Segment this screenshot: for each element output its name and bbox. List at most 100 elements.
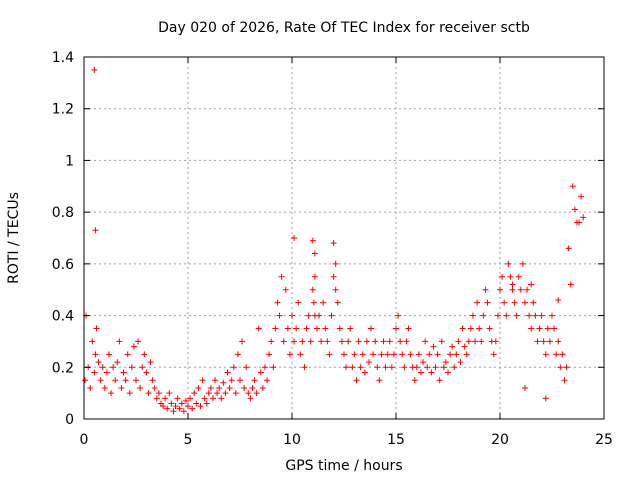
data-point <box>189 405 196 412</box>
data-point <box>399 351 406 358</box>
data-point <box>216 384 223 391</box>
data-point <box>341 351 347 358</box>
data-point <box>237 377 243 384</box>
data-point <box>253 390 260 397</box>
data-point <box>122 377 129 384</box>
data-point <box>224 369 231 376</box>
data-point <box>382 364 389 371</box>
data-point <box>249 384 256 391</box>
data-point <box>139 364 146 371</box>
data-point <box>424 364 431 371</box>
data-point <box>205 390 212 397</box>
data-point <box>170 408 177 415</box>
data-point <box>555 338 562 345</box>
chart-title: Day 020 of 2026, Rate Of TEC Index for r… <box>158 20 530 36</box>
data-point <box>486 325 493 332</box>
data-point <box>174 395 181 402</box>
data-point <box>291 338 298 345</box>
data-point <box>546 338 553 345</box>
plot-frame <box>83 56 605 420</box>
data-point <box>201 395 208 402</box>
data-point <box>128 364 135 371</box>
data-point <box>442 359 449 366</box>
data-point <box>220 379 227 386</box>
y-tick-label: 0.6 <box>52 257 74 273</box>
data-point <box>141 351 148 358</box>
data-point <box>532 312 539 319</box>
data-point <box>461 343 468 350</box>
data-point <box>153 395 160 402</box>
data-point <box>264 377 271 384</box>
data-point <box>517 286 524 293</box>
data-point <box>180 408 187 415</box>
data-point <box>478 338 485 345</box>
data-point <box>145 390 152 397</box>
data-point <box>513 312 520 319</box>
grid-lines <box>84 57 604 419</box>
data-point <box>401 364 408 371</box>
data-point <box>347 325 354 332</box>
data-point <box>505 260 512 267</box>
data-point <box>92 351 99 358</box>
data-point <box>209 395 216 402</box>
data-point <box>563 364 570 371</box>
data-point <box>155 390 162 397</box>
data-point <box>301 364 308 371</box>
x-tick-label: 10 <box>283 432 301 448</box>
data-point <box>193 400 200 407</box>
data-point <box>538 312 545 319</box>
data-point <box>103 369 110 376</box>
data-point <box>299 338 306 345</box>
data-point <box>453 351 460 358</box>
data-point <box>551 325 558 332</box>
data-point <box>133 377 139 384</box>
data-point <box>247 395 254 402</box>
data-points <box>82 67 587 415</box>
y-tick-label: 1.4 <box>52 50 74 66</box>
data-point <box>361 369 368 376</box>
data-point <box>168 400 175 407</box>
data-point <box>322 325 329 332</box>
data-point <box>384 351 391 358</box>
data-point <box>330 240 337 247</box>
data-point <box>338 338 345 345</box>
data-point <box>521 299 528 306</box>
data-point <box>199 377 206 384</box>
data-point <box>492 338 499 345</box>
data-point <box>457 359 464 366</box>
data-point <box>261 364 268 371</box>
data-point <box>567 281 574 288</box>
data-point <box>519 260 526 267</box>
data-point <box>482 286 489 293</box>
data-point <box>436 377 443 384</box>
data-point <box>212 377 219 384</box>
data-point <box>388 364 395 371</box>
data-point <box>334 299 341 306</box>
data-point <box>313 325 320 332</box>
x-tick-label: 25 <box>595 432 613 448</box>
data-point <box>368 325 375 332</box>
data-point <box>472 338 479 345</box>
data-point <box>411 377 418 384</box>
data-point <box>259 384 266 391</box>
data-point <box>160 403 167 410</box>
data-point <box>176 405 183 412</box>
data-point <box>282 286 289 293</box>
data-point <box>89 338 96 345</box>
data-point <box>126 390 133 397</box>
data-point <box>234 351 241 358</box>
data-point <box>309 286 316 293</box>
data-point <box>509 281 516 288</box>
data-point <box>420 359 427 366</box>
data-point <box>187 395 194 402</box>
data-point <box>474 299 481 306</box>
data-point <box>328 312 335 319</box>
data-point <box>430 343 437 350</box>
data-point <box>501 299 508 306</box>
data-point <box>357 364 364 371</box>
data-point <box>164 405 171 412</box>
data-point <box>291 235 298 241</box>
data-point <box>386 338 393 345</box>
data-point <box>521 384 528 391</box>
data-point <box>536 325 543 332</box>
